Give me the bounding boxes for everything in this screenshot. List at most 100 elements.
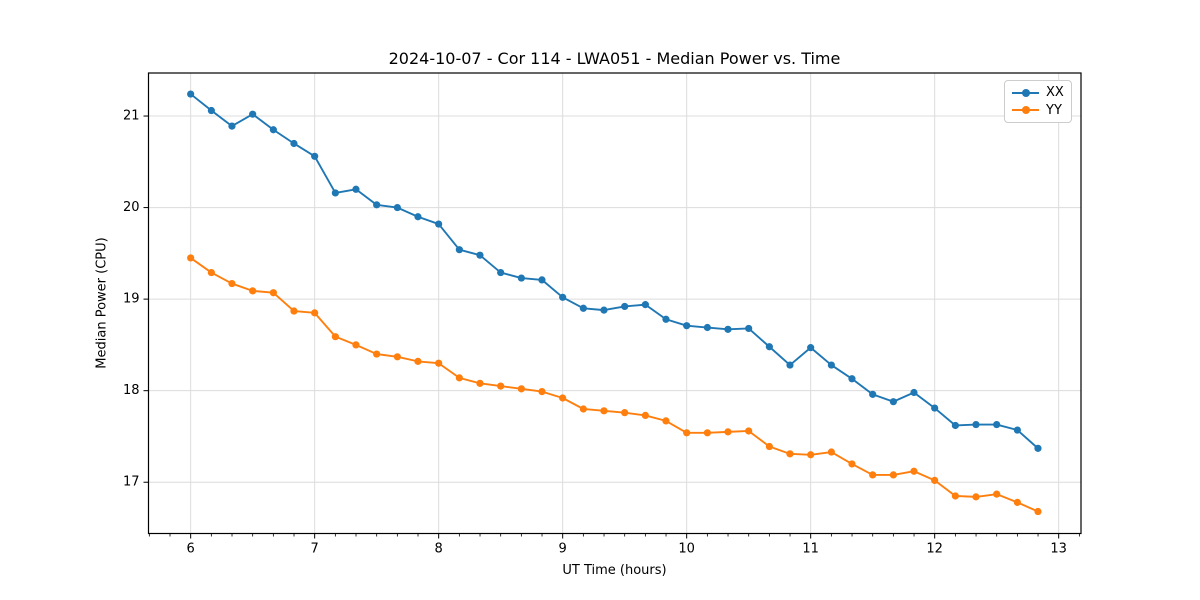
data-point-yy xyxy=(393,353,401,361)
data-point-xx xyxy=(889,398,897,406)
legend-marker-yy-icon xyxy=(1012,106,1039,115)
data-point-xx xyxy=(724,325,732,333)
data-point-yy xyxy=(1034,507,1042,516)
data-point-yy xyxy=(187,254,195,262)
data-point-xx xyxy=(538,276,546,284)
data-point-xx xyxy=(993,420,1001,429)
legend-marker-xx-icon xyxy=(1012,88,1039,97)
data-point-yy xyxy=(621,409,629,417)
data-point-yy xyxy=(662,417,670,425)
data-point-xx xyxy=(1034,444,1042,452)
data-point-yy xyxy=(641,411,649,419)
data-point-xx xyxy=(414,213,422,221)
x-tick-label: 13 xyxy=(1050,541,1067,556)
data-point-yy xyxy=(228,279,236,288)
data-point-yy xyxy=(559,394,567,402)
y-tick-label: 20 xyxy=(123,200,140,215)
data-point-xx xyxy=(228,122,236,130)
x-tick-label: 12 xyxy=(926,541,943,556)
legend-label-yy: YY xyxy=(1046,102,1062,118)
series-line-xx xyxy=(190,93,1039,450)
y-tick-label: 19 xyxy=(123,292,140,307)
x-tick-label: 7 xyxy=(311,541,319,556)
data-point-xx xyxy=(579,304,587,312)
data-point-xx xyxy=(455,246,463,254)
x-tick-label: 6 xyxy=(187,541,195,556)
data-point-xx xyxy=(352,185,360,193)
data-point-xx xyxy=(517,274,525,282)
data-point-yy xyxy=(352,341,360,349)
data-point-yy xyxy=(476,379,484,387)
data-point-xx xyxy=(207,106,215,115)
data-point-xx xyxy=(373,201,381,209)
data-point-xx xyxy=(1013,426,1021,434)
data-point-yy xyxy=(373,350,381,358)
data-point-yy xyxy=(745,427,753,435)
data-point-yy xyxy=(331,333,339,341)
data-point-xx xyxy=(765,343,773,351)
data-point-yy xyxy=(249,287,257,295)
data-point-yy xyxy=(951,492,959,500)
x-tick-label: 8 xyxy=(435,541,443,556)
data-point-xx xyxy=(435,220,443,228)
data-point-xx xyxy=(621,302,629,311)
data-point-xx xyxy=(807,344,815,352)
data-point-xx xyxy=(931,404,939,412)
data-point-xx xyxy=(393,203,401,212)
data-point-yy xyxy=(269,289,277,297)
data-point-xx xyxy=(745,324,753,333)
data-point-xx xyxy=(869,390,877,398)
data-point-yy xyxy=(311,309,319,317)
legend: XX YY xyxy=(1004,80,1072,123)
data-point-xx xyxy=(662,315,670,323)
data-point-xx xyxy=(249,110,257,118)
series-line-yy xyxy=(190,257,1039,513)
data-point-yy xyxy=(683,429,691,437)
legend-item-yy: YY xyxy=(1012,103,1064,118)
data-point-yy xyxy=(786,450,794,458)
data-point-xx xyxy=(683,322,691,330)
data-point-yy xyxy=(889,471,897,479)
data-point-yy xyxy=(869,471,877,479)
data-point-yy xyxy=(972,493,980,501)
y-tick-label: 18 xyxy=(123,383,140,398)
data-point-yy xyxy=(414,357,422,365)
data-point-xx xyxy=(641,301,649,309)
data-point-yy xyxy=(207,268,215,277)
data-point-yy xyxy=(910,467,918,475)
data-point-xx xyxy=(827,361,835,369)
data-point-yy xyxy=(290,307,298,315)
y-tick-label: 21 xyxy=(123,109,140,124)
x-axis-label: UT Time (hours) xyxy=(562,563,667,578)
data-point-yy xyxy=(703,429,711,437)
data-point-xx xyxy=(910,388,918,397)
x-tick-label: 10 xyxy=(678,541,695,556)
data-point-xx xyxy=(848,375,856,383)
data-point-yy xyxy=(579,405,587,413)
data-point-yy xyxy=(765,442,773,451)
data-point-xx xyxy=(497,268,505,277)
data-point-xx xyxy=(269,126,277,134)
data-point-xx xyxy=(476,251,484,259)
y-tick-label: 17 xyxy=(123,475,140,490)
data-point-xx xyxy=(972,420,980,429)
y-axis-label: Median Power (CPU) xyxy=(94,237,110,369)
data-point-yy xyxy=(435,359,443,367)
data-point-xx xyxy=(290,139,298,148)
data-point-xx xyxy=(331,189,339,197)
data-point-xx xyxy=(311,152,319,160)
data-point-yy xyxy=(993,490,1001,498)
data-point-yy xyxy=(538,387,546,396)
legend-item-xx: XX xyxy=(1012,85,1064,100)
data-point-yy xyxy=(807,451,815,459)
data-point-yy xyxy=(724,428,732,436)
data-point-yy xyxy=(1013,498,1021,506)
data-point-yy xyxy=(517,385,525,393)
data-point-yy xyxy=(497,382,505,390)
data-point-xx xyxy=(786,361,794,369)
chart-title: 2024-10-07 - Cor 114 - LWA051 - Median P… xyxy=(388,49,841,68)
plot-border xyxy=(147,72,1082,535)
data-point-xx xyxy=(951,421,959,430)
